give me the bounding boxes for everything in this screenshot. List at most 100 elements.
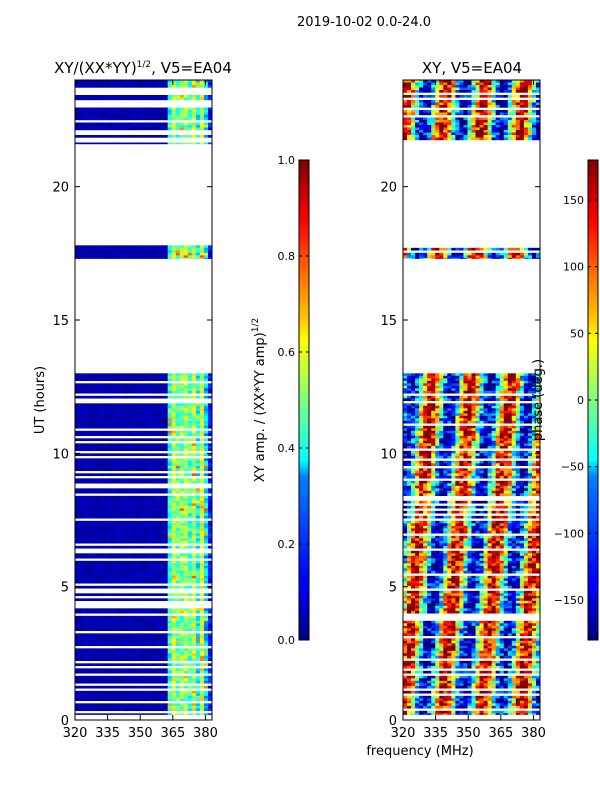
heatmap-cell bbox=[203, 250, 209, 254]
heatmap-cell bbox=[99, 423, 104, 427]
heatmap-cell bbox=[447, 418, 452, 422]
heatmap-cell bbox=[503, 403, 509, 407]
heatmap-cell bbox=[95, 530, 100, 534]
heatmap-cell bbox=[451, 373, 456, 377]
heatmap-cell bbox=[159, 608, 164, 612]
heatmap-cell bbox=[151, 530, 156, 534]
heatmap-cell bbox=[199, 668, 205, 672]
heatmap-cell bbox=[127, 490, 132, 494]
heatmap-cell bbox=[79, 575, 84, 579]
heatmap-cell bbox=[99, 508, 104, 512]
heatmap-cell bbox=[131, 142, 136, 145]
heatmap-cell bbox=[95, 505, 100, 509]
heatmap-cell bbox=[155, 510, 160, 514]
amplitude-frame bbox=[74, 79, 213, 721]
heatmap-cell bbox=[103, 425, 108, 429]
heatmap-cell bbox=[119, 433, 124, 437]
heatmap-cell bbox=[107, 500, 112, 504]
heatmap-cell bbox=[131, 705, 136, 709]
heatmap-cell bbox=[143, 560, 148, 564]
heatmap-cell bbox=[155, 578, 160, 582]
heatmap-cell bbox=[191, 112, 197, 116]
heatmap-cell bbox=[159, 663, 164, 667]
heatmap-cell bbox=[183, 405, 189, 409]
heatmap-cell bbox=[187, 420, 193, 424]
heatmap-cell bbox=[523, 390, 529, 394]
heatmap-cell bbox=[139, 453, 144, 457]
heatmap-cell bbox=[471, 418, 476, 422]
heatmap-cell bbox=[519, 415, 525, 419]
heatmap-cell bbox=[131, 480, 136, 484]
heatmap-cell bbox=[447, 430, 452, 434]
heatmap-cell bbox=[107, 575, 112, 579]
heatmap-cell bbox=[127, 575, 132, 579]
heatmap-cell bbox=[83, 655, 88, 659]
heatmap-cell bbox=[143, 635, 148, 639]
heatmap-cell bbox=[439, 420, 444, 424]
heatmap-cell bbox=[459, 403, 464, 407]
heatmap-cell bbox=[159, 503, 164, 507]
heatmap-cell bbox=[155, 82, 160, 86]
heatmap-cell bbox=[103, 468, 108, 472]
heatmap-cell bbox=[123, 500, 128, 504]
heatmap-cell bbox=[455, 413, 460, 417]
heatmap-cell bbox=[151, 388, 156, 392]
heatmap-cell bbox=[495, 405, 501, 409]
heatmap-cell bbox=[95, 578, 100, 582]
heatmap-cell bbox=[123, 420, 128, 424]
heatmap-cell bbox=[463, 408, 468, 412]
heatmap-cell bbox=[191, 252, 197, 256]
heatmap-cell bbox=[183, 395, 189, 399]
heatmap-cell bbox=[115, 520, 120, 524]
heatmap-cell bbox=[195, 478, 201, 482]
heatmap-cell bbox=[139, 713, 144, 715]
heatmap-cell bbox=[119, 685, 124, 689]
heatmap-cell bbox=[107, 578, 112, 582]
heatmap-cell bbox=[119, 698, 124, 702]
heatmap-cell bbox=[143, 565, 148, 569]
heatmap-cell bbox=[143, 690, 148, 694]
heatmap-cell bbox=[83, 648, 88, 652]
heatmap-cell bbox=[403, 403, 408, 407]
heatmap-cell bbox=[135, 530, 140, 534]
heatmap-cell bbox=[107, 670, 112, 674]
heatmap-cell bbox=[459, 415, 464, 419]
heatmap-cell bbox=[123, 255, 128, 259]
heatmap-cell bbox=[203, 433, 209, 437]
heatmap-cell bbox=[195, 528, 201, 532]
heatmap-cell bbox=[139, 623, 144, 627]
heatmap-cell bbox=[487, 385, 492, 389]
heatmap-cell bbox=[187, 620, 193, 624]
heatmap-cell bbox=[455, 385, 460, 389]
heatmap-cell bbox=[511, 413, 517, 417]
heatmap-cell bbox=[459, 435, 464, 439]
heatmap-cell bbox=[419, 438, 424, 442]
heatmap-cell bbox=[95, 418, 100, 422]
heatmap-cell bbox=[79, 448, 84, 452]
heatmap-cell bbox=[467, 380, 472, 384]
heatmap-cell bbox=[511, 383, 517, 387]
heatmap-cell bbox=[187, 423, 193, 427]
heatmap-cell bbox=[471, 385, 476, 389]
heatmap-cell bbox=[127, 640, 132, 644]
heatmap-cell bbox=[151, 443, 156, 447]
heatmap-cell bbox=[455, 408, 460, 412]
heatmap-cell bbox=[411, 395, 416, 399]
heatmap-cell bbox=[487, 410, 492, 414]
heatmap-cell bbox=[163, 127, 168, 131]
heatmap-cell bbox=[199, 460, 205, 464]
heatmap-cell bbox=[183, 255, 189, 259]
heatmap-cell bbox=[403, 375, 408, 379]
heatmap-cell bbox=[95, 535, 100, 539]
heatmap-cell bbox=[135, 560, 140, 564]
heatmap-cell bbox=[75, 635, 80, 639]
heatmap-cell bbox=[127, 658, 132, 662]
heatmap-cell bbox=[155, 390, 160, 394]
heatmap-cell bbox=[203, 593, 209, 597]
heatmap-cell bbox=[115, 480, 120, 484]
heatmap-cell bbox=[91, 655, 96, 659]
heatmap-cell bbox=[167, 82, 173, 86]
heatmap-cell bbox=[167, 675, 173, 679]
heatmap-cell bbox=[139, 110, 144, 113]
